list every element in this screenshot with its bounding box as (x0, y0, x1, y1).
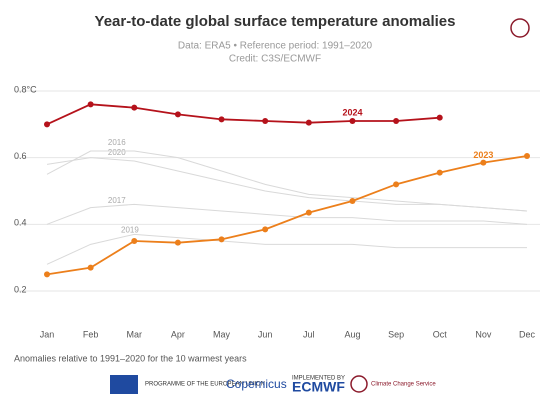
x-tick-label: Aug (344, 329, 360, 339)
data-point (174, 111, 181, 118)
logo-text: PROGRAMME OF THE EUROPEAN UNION (145, 382, 265, 388)
chart-credit: Credit: C3S/ECMWF (229, 54, 321, 65)
x-tick-label: May (213, 329, 231, 339)
x-tick-label: Jan (40, 329, 55, 339)
logo-text: IMPLEMENTED BY (292, 376, 345, 382)
logo-text: Copernicus (226, 377, 287, 391)
x-tick-label: Mar (127, 329, 143, 339)
data-point (349, 118, 356, 124)
logo-text: ECMWF (292, 379, 345, 395)
series-label: 2023 (473, 150, 493, 160)
series-label: 2019 (121, 225, 139, 234)
data-point (262, 226, 269, 233)
chart-subtitle: Data: ERA5 • Reference period: 1991–2020 (178, 41, 373, 52)
eu-flag (110, 375, 138, 394)
data-point (87, 264, 94, 271)
x-tick-label: Jul (303, 329, 315, 339)
x-tick-label: Jun (258, 329, 273, 339)
data-point (480, 159, 487, 166)
data-point (131, 238, 138, 244)
series-label: 2017 (108, 196, 126, 205)
x-tick-label: Nov (475, 329, 492, 339)
data-point (436, 114, 443, 121)
data-point (393, 181, 400, 188)
data-point (87, 101, 94, 108)
series-line (46, 233, 527, 265)
y-tick-label: 0.6 (14, 151, 27, 161)
footnote: Anomalies relative to 1991–2020 for the … (14, 353, 247, 363)
c3s-icon (350, 375, 368, 393)
data-point (218, 236, 225, 243)
data-point (524, 153, 530, 159)
y-tick-label: 0.8°C (14, 84, 37, 94)
logo-text: Climate Change Service (371, 382, 436, 388)
x-tick-label: Dec (519, 329, 536, 339)
logo-icon (510, 18, 530, 38)
chart-title: Year-to-date global surface temperature … (95, 13, 456, 30)
series-label: 2024 (342, 107, 362, 117)
series-label: 2016 (108, 138, 126, 147)
x-tick-label: Feb (83, 329, 99, 339)
data-point (174, 239, 181, 246)
y-tick-label: 0.2 (14, 284, 27, 294)
data-point (262, 118, 269, 124)
x-tick-label: Oct (433, 329, 448, 339)
data-point (44, 121, 50, 128)
series-line (46, 155, 528, 276)
data-point (44, 271, 50, 278)
data-point (218, 116, 225, 123)
data-point (349, 198, 356, 204)
x-tick-label: Sep (388, 329, 404, 339)
data-point (305, 209, 312, 216)
y-tick-label: 0.4 (14, 218, 27, 228)
data-point (305, 119, 312, 126)
series-label: 2020 (108, 148, 126, 157)
data-point (436, 169, 443, 176)
series-line (46, 103, 440, 126)
x-tick-label: Apr (171, 329, 185, 339)
series-line (46, 150, 528, 212)
data-point (131, 104, 138, 111)
series-line (46, 203, 528, 225)
data-point (393, 118, 400, 124)
